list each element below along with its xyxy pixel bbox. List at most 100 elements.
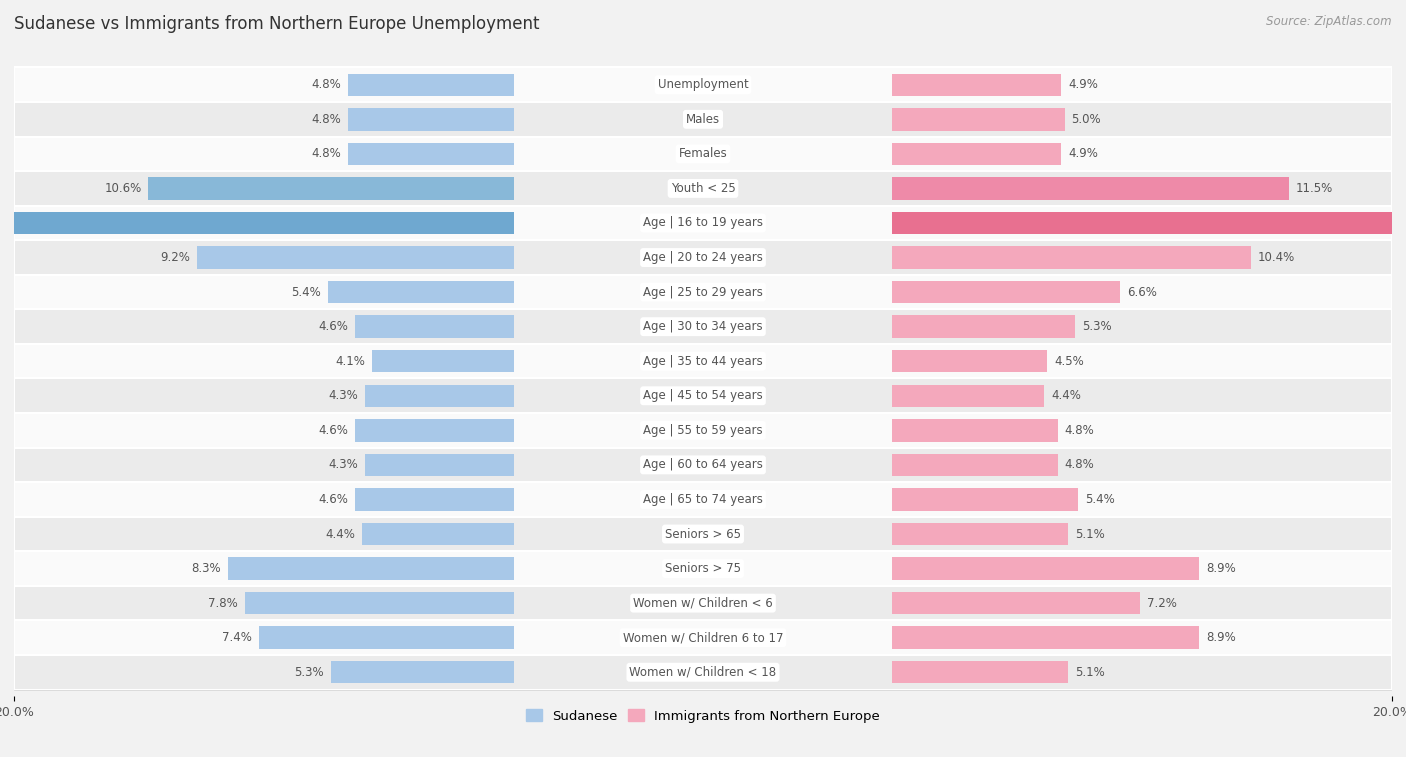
Bar [361, 523, 513, 545]
Text: Unemployment: Unemployment [658, 78, 748, 92]
Bar [366, 453, 513, 476]
FancyBboxPatch shape [14, 586, 1392, 621]
Text: 4.4%: 4.4% [1050, 389, 1081, 402]
Text: 10.6%: 10.6% [104, 182, 142, 195]
Bar [893, 212, 1406, 234]
Text: Age | 55 to 59 years: Age | 55 to 59 years [643, 424, 763, 437]
Text: 7.2%: 7.2% [1147, 597, 1177, 609]
Bar [149, 177, 513, 200]
FancyBboxPatch shape [14, 344, 1392, 378]
Text: Source: ZipAtlas.com: Source: ZipAtlas.com [1267, 15, 1392, 28]
Bar [893, 627, 1199, 649]
Bar [349, 73, 513, 96]
Bar [893, 453, 1057, 476]
Legend: Sudanese, Immigrants from Northern Europe: Sudanese, Immigrants from Northern Europ… [520, 704, 886, 728]
Text: Age | 35 to 44 years: Age | 35 to 44 years [643, 355, 763, 368]
FancyBboxPatch shape [14, 67, 1392, 102]
Bar [349, 142, 513, 165]
Bar [0, 212, 513, 234]
Text: 5.3%: 5.3% [1083, 320, 1112, 333]
Text: Age | 45 to 54 years: Age | 45 to 54 years [643, 389, 763, 402]
Text: Sudanese vs Immigrants from Northern Europe Unemployment: Sudanese vs Immigrants from Northern Eur… [14, 15, 540, 33]
Text: Age | 16 to 19 years: Age | 16 to 19 years [643, 217, 763, 229]
Text: Age | 25 to 29 years: Age | 25 to 29 years [643, 285, 763, 298]
Text: 5.4%: 5.4% [291, 285, 321, 298]
Bar [893, 557, 1199, 580]
FancyBboxPatch shape [14, 310, 1392, 344]
Bar [893, 592, 1140, 615]
Text: 8.9%: 8.9% [1206, 562, 1236, 575]
Text: Seniors > 65: Seniors > 65 [665, 528, 741, 540]
Bar [245, 592, 513, 615]
FancyBboxPatch shape [14, 517, 1392, 551]
FancyBboxPatch shape [14, 102, 1392, 136]
Text: Women w/ Children 6 to 17: Women w/ Children 6 to 17 [623, 631, 783, 644]
Bar [893, 488, 1078, 511]
Bar [197, 246, 513, 269]
Text: 9.2%: 9.2% [160, 251, 190, 264]
Text: Youth < 25: Youth < 25 [671, 182, 735, 195]
Text: 4.3%: 4.3% [329, 459, 359, 472]
Text: Age | 65 to 74 years: Age | 65 to 74 years [643, 493, 763, 506]
Text: Age | 20 to 24 years: Age | 20 to 24 years [643, 251, 763, 264]
Text: 4.8%: 4.8% [312, 78, 342, 92]
Bar [893, 177, 1288, 200]
Bar [330, 661, 513, 684]
Text: 8.3%: 8.3% [191, 562, 221, 575]
Text: 5.1%: 5.1% [1076, 528, 1105, 540]
Bar [228, 557, 513, 580]
Bar [893, 316, 1076, 338]
Text: 11.5%: 11.5% [1295, 182, 1333, 195]
FancyBboxPatch shape [14, 275, 1392, 310]
Bar [349, 108, 513, 130]
Text: Women w/ Children < 6: Women w/ Children < 6 [633, 597, 773, 609]
Text: Females: Females [679, 148, 727, 160]
Text: Seniors > 75: Seniors > 75 [665, 562, 741, 575]
Bar [893, 385, 1045, 407]
FancyBboxPatch shape [14, 621, 1392, 655]
FancyBboxPatch shape [14, 482, 1392, 517]
FancyBboxPatch shape [14, 551, 1392, 586]
Text: 4.3%: 4.3% [329, 389, 359, 402]
Text: 4.8%: 4.8% [1064, 424, 1094, 437]
Text: 4.6%: 4.6% [318, 493, 349, 506]
Bar [893, 281, 1119, 304]
Text: 5.4%: 5.4% [1085, 493, 1115, 506]
Bar [893, 419, 1057, 441]
FancyBboxPatch shape [14, 378, 1392, 413]
Bar [893, 108, 1064, 130]
Text: 4.1%: 4.1% [336, 355, 366, 368]
Text: 4.9%: 4.9% [1069, 78, 1098, 92]
FancyBboxPatch shape [14, 171, 1392, 206]
Text: 4.6%: 4.6% [318, 320, 349, 333]
Bar [893, 661, 1069, 684]
Text: 7.8%: 7.8% [208, 597, 238, 609]
FancyBboxPatch shape [14, 206, 1392, 240]
Text: Age | 60 to 64 years: Age | 60 to 64 years [643, 459, 763, 472]
Text: 8.9%: 8.9% [1206, 631, 1236, 644]
Text: Women w/ Children < 18: Women w/ Children < 18 [630, 665, 776, 679]
Bar [893, 350, 1047, 372]
Text: 4.6%: 4.6% [318, 424, 349, 437]
Text: 4.8%: 4.8% [312, 113, 342, 126]
Text: Males: Males [686, 113, 720, 126]
Text: 4.8%: 4.8% [312, 148, 342, 160]
Bar [893, 73, 1062, 96]
Text: 5.3%: 5.3% [294, 665, 323, 679]
Bar [893, 142, 1062, 165]
Text: 4.9%: 4.9% [1069, 148, 1098, 160]
FancyBboxPatch shape [14, 447, 1392, 482]
FancyBboxPatch shape [14, 240, 1392, 275]
FancyBboxPatch shape [14, 136, 1392, 171]
Text: 10.4%: 10.4% [1257, 251, 1295, 264]
Bar [373, 350, 513, 372]
Text: 6.6%: 6.6% [1126, 285, 1157, 298]
Bar [356, 316, 513, 338]
FancyBboxPatch shape [14, 655, 1392, 690]
Text: Age | 30 to 34 years: Age | 30 to 34 years [643, 320, 763, 333]
Text: 5.1%: 5.1% [1076, 665, 1105, 679]
Bar [356, 488, 513, 511]
Bar [893, 246, 1251, 269]
Text: 5.0%: 5.0% [1071, 113, 1101, 126]
Text: 7.4%: 7.4% [222, 631, 252, 644]
